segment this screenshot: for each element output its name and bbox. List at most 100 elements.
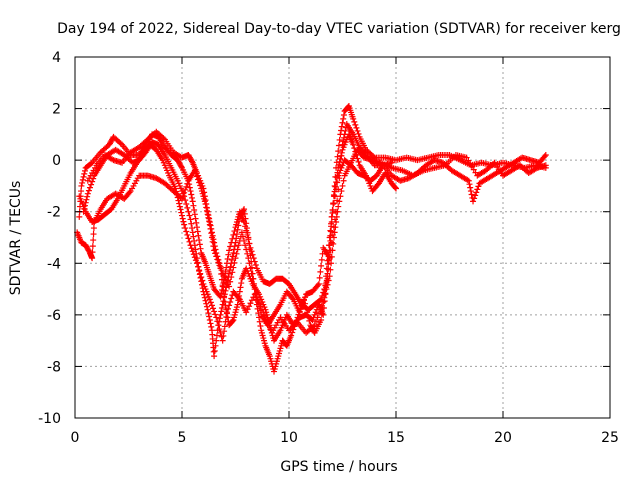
data-point [316, 274, 323, 281]
data-point [271, 277, 278, 284]
data-point [242, 242, 249, 249]
data-point [325, 261, 332, 268]
data-point [196, 267, 203, 274]
y-tick-label: 2 [52, 102, 61, 118]
data-point [404, 175, 411, 182]
data-point [541, 153, 548, 160]
data-point [186, 212, 193, 219]
data-point [217, 311, 224, 318]
data-point [185, 235, 192, 242]
data-point [315, 310, 322, 317]
data-point [215, 322, 222, 329]
series-track-4 [76, 141, 549, 344]
data-point [228, 274, 235, 281]
data-point [83, 196, 90, 203]
data-point [227, 298, 234, 305]
data-point [187, 242, 194, 249]
data-point [317, 306, 324, 313]
data-point [239, 233, 246, 240]
data-point [86, 161, 93, 168]
data-point [188, 191, 195, 198]
data-point [90, 231, 97, 238]
data-point [237, 284, 244, 291]
data-point [189, 198, 196, 205]
data-point [181, 189, 188, 196]
data-point [192, 215, 199, 222]
data-point [215, 256, 222, 263]
y-tick-label: -10 [38, 411, 61, 427]
data-point [349, 129, 356, 136]
data-point [186, 184, 193, 191]
data-point [228, 256, 235, 263]
plot-frame [74, 56, 611, 419]
data-point [78, 188, 85, 195]
data-point [231, 228, 238, 235]
data-point [370, 153, 377, 160]
data-point [226, 270, 233, 277]
data-point [219, 282, 226, 289]
data-point [210, 236, 217, 243]
data-point [180, 192, 187, 199]
data-point [206, 271, 213, 278]
data-point [467, 160, 474, 167]
data-point [172, 155, 179, 162]
data-point [314, 314, 321, 321]
data-point [309, 303, 316, 310]
data-point [248, 297, 255, 304]
data-point [182, 186, 189, 193]
data-point [106, 207, 113, 214]
data-point [451, 153, 458, 160]
data-point [229, 317, 236, 324]
data-point [261, 340, 268, 347]
data-point [151, 145, 158, 152]
data-point [213, 337, 220, 344]
data-point [297, 306, 304, 313]
data-point [336, 158, 343, 165]
data-point [171, 183, 178, 190]
data-point [188, 220, 195, 227]
data-point [464, 176, 471, 183]
data-point [253, 294, 260, 301]
data-point [328, 260, 335, 267]
data-point [337, 155, 344, 162]
data-point [216, 260, 223, 267]
data-point [207, 222, 214, 229]
y-tick-label: -6 [47, 308, 61, 324]
data-point [218, 304, 225, 311]
data-point [340, 134, 347, 141]
data-point [317, 268, 324, 275]
data-point [183, 228, 190, 235]
data-point [190, 202, 197, 209]
data-point [201, 258, 208, 265]
data-point [188, 225, 195, 232]
data-point [205, 310, 212, 317]
data-point [189, 248, 196, 255]
data-point [192, 257, 199, 264]
data-point [177, 206, 184, 213]
data-point [225, 305, 232, 312]
data-point [298, 303, 305, 310]
data-point [473, 189, 480, 196]
series-track-4-fill [77, 142, 548, 340]
data-point [313, 318, 320, 325]
data-point [324, 281, 331, 288]
data-point [238, 229, 245, 236]
data-point [206, 313, 213, 320]
data-point [190, 233, 197, 240]
data-point [232, 255, 239, 262]
data-point [84, 190, 91, 197]
data-point [214, 253, 221, 260]
data-point [211, 347, 218, 354]
data-point [227, 278, 234, 285]
data-point [90, 225, 97, 232]
data-point [254, 298, 261, 305]
data-point [211, 239, 218, 246]
data-point [216, 326, 223, 333]
data-point [339, 119, 346, 126]
data-point [79, 179, 86, 186]
data-point [179, 215, 186, 222]
data-point [229, 269, 236, 276]
data-point [283, 279, 290, 286]
data-point [327, 266, 334, 273]
data-point [207, 320, 214, 327]
